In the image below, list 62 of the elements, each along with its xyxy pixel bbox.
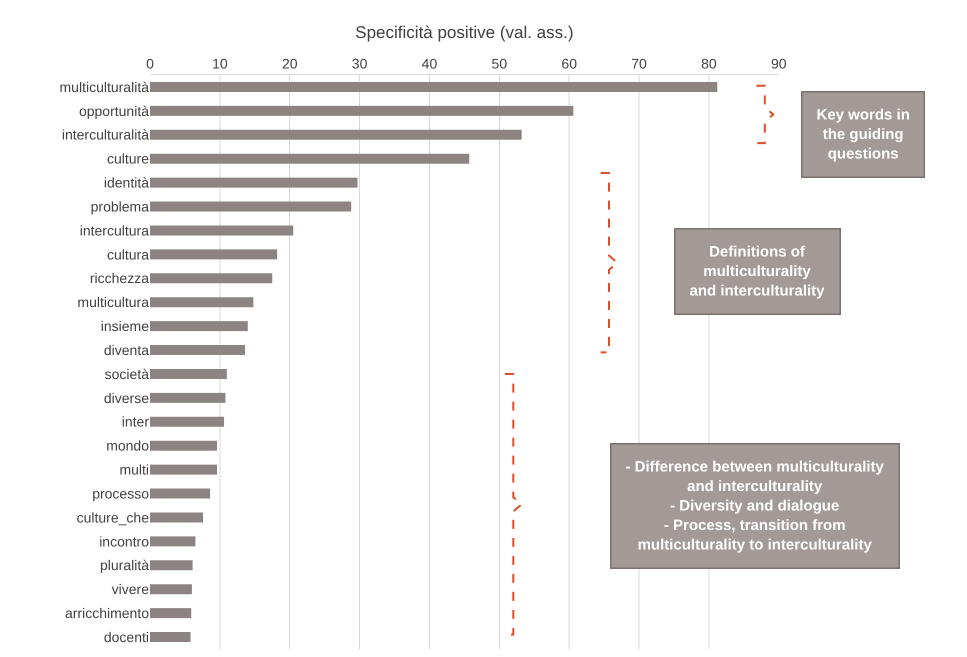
bar bbox=[150, 297, 254, 308]
y-tick-label: culture bbox=[106, 150, 150, 167]
x-axis-title: Specificità positive (val. ass.) bbox=[355, 22, 574, 42]
bar bbox=[150, 440, 218, 451]
y-tick-label: vivere bbox=[112, 581, 150, 598]
bar bbox=[150, 368, 227, 379]
bar bbox=[150, 225, 294, 236]
bar bbox=[150, 273, 272, 284]
y-tick-label: multicultura bbox=[77, 294, 150, 310]
y-tick-label: diventa bbox=[104, 342, 150, 358]
bar bbox=[150, 560, 193, 570]
bar bbox=[150, 392, 226, 403]
x-tick-label: 50 bbox=[492, 55, 508, 72]
y-tick-label: interculturalità bbox=[62, 126, 150, 143]
x-tick-label: 40 bbox=[422, 55, 438, 72]
y-tick-label: problema bbox=[90, 198, 150, 214]
y-tick-label: opportunità bbox=[78, 102, 150, 119]
bar bbox=[150, 154, 470, 164]
bar bbox=[150, 249, 278, 260]
y-tick-label: mondo bbox=[106, 438, 150, 454]
bar bbox=[150, 106, 574, 116]
x-tick-label: 70 bbox=[631, 55, 648, 72]
bar bbox=[150, 345, 246, 356]
bar bbox=[150, 584, 192, 594]
y-tick-label: arricchimento bbox=[64, 605, 150, 622]
bar bbox=[150, 464, 218, 475]
text: Key words in the guiding questions bbox=[816, 106, 910, 162]
y-tick-label: culture_che bbox=[76, 509, 150, 526]
y-tick-label: incontro bbox=[99, 533, 150, 550]
bar bbox=[150, 202, 352, 212]
y-tick-label: multi bbox=[119, 462, 149, 478]
y-tick-label: pluralità bbox=[100, 557, 150, 574]
y-tick-label: società bbox=[104, 366, 150, 382]
y-tick-label: multiculturalità bbox=[60, 78, 150, 95]
bar bbox=[150, 130, 522, 140]
y-tick-label: inter bbox=[122, 414, 150, 430]
x-tick-label: 90 bbox=[771, 55, 787, 72]
annotation: - Difference between multiculturality and interculturality - Diversity and dialogue - Process, transition from multiculturality to interculturality bbox=[626, 458, 885, 554]
y-tick-label: docenti bbox=[104, 628, 149, 645]
bar bbox=[150, 178, 358, 188]
y-tick-label: diverse bbox=[104, 390, 150, 406]
y-tick-label: insieme bbox=[100, 318, 150, 334]
annotation: Definitions of multiculturality and interculturality bbox=[690, 244, 826, 300]
bar bbox=[150, 321, 248, 332]
x-tick-label: 60 bbox=[561, 55, 578, 72]
y-tick-label: cultura bbox=[106, 246, 150, 262]
bar bbox=[150, 608, 192, 618]
bar bbox=[150, 536, 196, 546]
bar bbox=[150, 416, 224, 427]
bar bbox=[150, 632, 191, 642]
x-tick-label: 20 bbox=[282, 55, 298, 72]
x-tick-label: 0 bbox=[146, 55, 154, 72]
y-tick-label: intercultura bbox=[80, 222, 150, 238]
bar bbox=[150, 82, 718, 92]
y-tick-label: processo bbox=[92, 485, 150, 502]
bar bbox=[150, 488, 210, 499]
x-tick-label: 10 bbox=[212, 55, 228, 72]
y-tick-label: ricchezza bbox=[90, 270, 150, 286]
x-tick-label: 80 bbox=[701, 55, 717, 72]
bar bbox=[150, 512, 204, 522]
y-tick-label: identità bbox=[104, 174, 150, 191]
x-tick-label: 30 bbox=[352, 55, 368, 72]
